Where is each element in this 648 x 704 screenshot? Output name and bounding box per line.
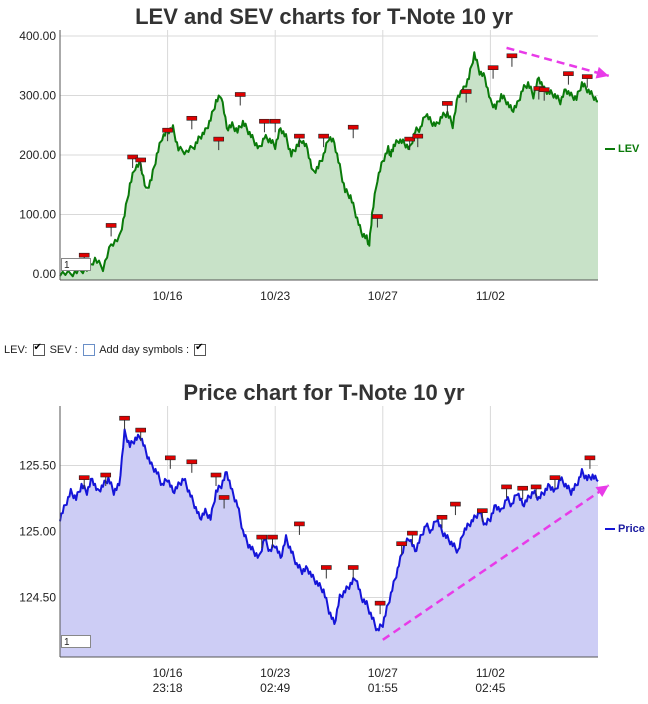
trend-arrow-line: [506, 46, 610, 78]
x-tick-label-time: 01:55: [368, 681, 398, 695]
x-tick-label-date: 10/27: [368, 289, 398, 300]
day-symbol-marker: [294, 133, 305, 139]
day-symbol-marker: [404, 136, 416, 142]
day-symbol-marker: [186, 459, 198, 465]
series-area-fill: [60, 432, 598, 657]
day-symbol-marker: [436, 514, 448, 520]
trend-arrow-line: [382, 484, 610, 641]
day-symbol-marker: [581, 74, 593, 79]
day-symbol-marker: [412, 133, 424, 139]
day-symbol-marker: [487, 65, 499, 70]
day-symbol-marker: [530, 484, 542, 490]
y-tick-label: 125.50: [19, 458, 56, 472]
price-chart: 124.50125.00125.5010/1623:1810/2302:4910…: [19, 406, 610, 695]
day-symbol-marker: [135, 157, 146, 163]
day-symbol-marker: [234, 92, 246, 97]
x-tick-label-date: 10/23: [260, 289, 290, 300]
sev-checkbox-label: SEV :: [49, 344, 78, 356]
day-symbol-marker: [100, 472, 112, 478]
x-tick-label-time: 23:18: [153, 681, 183, 695]
day-symbol-marker: [506, 53, 518, 59]
x-tick-label-date: 10/16: [153, 666, 183, 680]
x-tick-label-date: 11/02: [476, 289, 505, 300]
day-symbols-checkbox-label: Add day symbols :: [99, 344, 190, 356]
day-symbol-marker: [477, 508, 488, 513]
day-symbol-marker: [460, 89, 472, 94]
x-tick-label-date: 10/27: [368, 666, 398, 680]
y-tick-label: 400.00: [19, 29, 56, 43]
day-symbol-marker: [372, 214, 383, 219]
day-symbol-marker: [294, 521, 305, 527]
x-tick-label-time: 02:45: [475, 681, 505, 695]
legend-price-swatch: [605, 528, 615, 531]
chart-controls: LEV: SEV : Add day symbols :: [4, 342, 208, 357]
day-symbol-marker: [374, 600, 386, 606]
day-symbol-marker: [584, 455, 596, 461]
day-symbol-marker: [78, 252, 90, 258]
x-tick-label-date: 11/02: [476, 666, 505, 680]
day-symbol-marker: [267, 534, 278, 540]
lev-chart-pager-input[interactable]: 1: [61, 258, 91, 271]
day-symbol-marker: [78, 475, 90, 480]
day-symbol-marker: [186, 115, 198, 121]
y-tick-label: 100.00: [19, 208, 56, 222]
day-symbol-marker: [135, 427, 146, 433]
day-symbol-marker: [538, 87, 550, 93]
legend-lev-label: LEV: [618, 143, 640, 155]
day-symbol-marker: [162, 127, 173, 133]
y-tick-label: 124.50: [19, 591, 56, 605]
day-symbol-marker: [256, 534, 268, 540]
day-symbol-marker: [210, 472, 222, 478]
series-line-lev: [59, 51, 598, 278]
day-symbol-marker: [407, 530, 418, 536]
day-symbol-marker: [549, 475, 561, 480]
day-symbol-marker: [259, 118, 270, 124]
y-tick-label: 200.00: [19, 148, 56, 162]
day-symbol-marker: [269, 118, 281, 124]
trend-arrow-head: [595, 66, 609, 79]
day-symbol-marker: [218, 495, 230, 500]
legend-lev: LEV: [605, 143, 639, 155]
day-symbol-marker: [347, 124, 359, 130]
x-tick-label-time: 02:49: [260, 681, 290, 695]
series-area-fill: [60, 53, 598, 280]
day-symbol-marker: [396, 541, 407, 547]
sev-checkbox[interactable]: [82, 344, 95, 357]
day-symbol-marker: [501, 484, 512, 490]
price-chart-title: Price chart for T-Note 10 yr: [183, 380, 465, 405]
series-line-price: [59, 428, 599, 632]
day-symbol-marker: [318, 133, 329, 139]
lev-checkbox[interactable]: [32, 342, 45, 357]
lev-checkbox-label: LEV:: [4, 344, 28, 356]
day-symbol-marker: [517, 485, 528, 491]
legend-lev-swatch: [605, 148, 615, 151]
y-tick-label: 0.00: [33, 267, 57, 281]
x-tick-label-date: 10/16: [153, 289, 183, 300]
day-symbol-marker: [442, 101, 453, 106]
day-symbol-marker: [563, 71, 574, 76]
x-tick-label-date: 10/23: [260, 666, 290, 680]
legend-price-label: Price: [618, 523, 645, 535]
legend-price: Price: [605, 523, 645, 535]
price-chart-pager-input[interactable]: 1: [61, 635, 91, 648]
day-symbol-marker: [321, 565, 332, 570]
lev-chart-title: LEV and SEV charts for T-Note 10 yr: [135, 4, 513, 29]
y-tick-label: 300.00: [19, 88, 56, 102]
day-symbol-marker: [105, 223, 117, 228]
day-symbol-marker: [119, 415, 130, 421]
y-tick-label: 125.00: [19, 525, 56, 539]
day-symbol-marker: [347, 565, 359, 570]
day-symbol-marker: [213, 136, 225, 142]
lev-sev-chart: 0.00100.00200.00300.00400.0010/1623:1810…: [19, 29, 610, 300]
trend-arrow-head: [595, 485, 609, 497]
day-symbols-checkbox[interactable]: [194, 342, 207, 357]
day-symbol-marker: [164, 455, 176, 461]
day-symbol-marker: [450, 501, 461, 507]
day-symbol-marker: [127, 154, 138, 160]
